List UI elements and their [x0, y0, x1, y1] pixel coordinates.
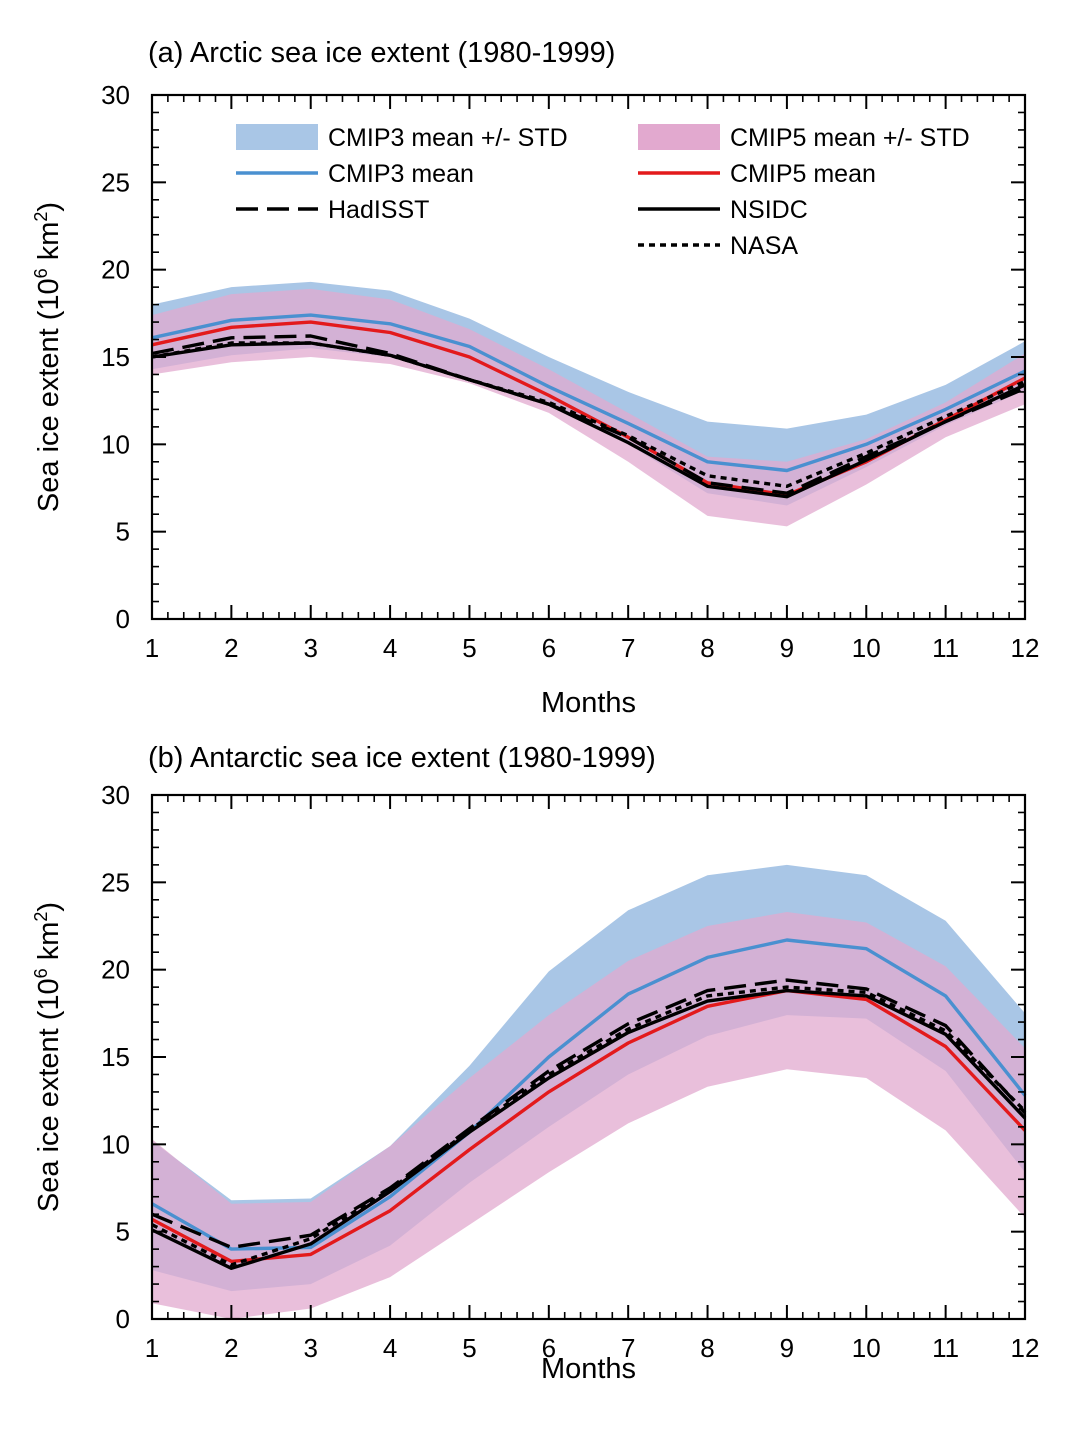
x-tick-label: 9 — [780, 1333, 794, 1363]
y-tick-label: 5 — [116, 517, 130, 547]
x-tick-label: 2 — [224, 633, 238, 663]
x-tick-label: 4 — [383, 633, 397, 663]
x-axis-label: Months — [541, 687, 636, 719]
band-cmip5 — [152, 912, 1025, 1319]
y-axis-label-part: ) — [33, 202, 65, 212]
x-tick-label: 7 — [621, 1333, 635, 1363]
y-tick-label: 15 — [101, 342, 130, 372]
y-tick-label: 25 — [101, 167, 130, 197]
x-tick-label: 10 — [852, 633, 881, 663]
y-axis-label-superscript: 6 — [31, 268, 51, 278]
legend-label: HadISST — [328, 196, 429, 224]
legend-label: NSIDC — [730, 196, 808, 224]
y-axis-label-part: km — [33, 222, 65, 269]
y-tick-label: 30 — [101, 80, 130, 110]
x-tick-label: 11 — [932, 1333, 959, 1363]
x-tick-label: 6 — [542, 633, 556, 663]
x-tick-label: 6 — [542, 1333, 556, 1363]
x-tick-label: 3 — [303, 1333, 317, 1363]
y-tick-label: 0 — [116, 1304, 130, 1334]
legend-label: CMIP3 mean +/- STD — [328, 124, 568, 152]
series-line-cmip5-mean — [151, 988, 1027, 1264]
y-axis-label-part: Sea ice extent (10 — [33, 978, 65, 1212]
x-tick-label: 12 — [1011, 633, 1040, 663]
legend-swatch-band — [236, 124, 318, 150]
x-tick-label: 1 — [145, 1333, 159, 1363]
y-tick-label: 0 — [116, 604, 130, 634]
legend-swatch-band — [638, 124, 720, 150]
chart-title: (a) Arctic sea ice extent (1980-1999) — [148, 37, 615, 69]
x-tick-label: 3 — [303, 633, 317, 663]
y-axis-label-part: ) — [33, 902, 65, 912]
x-tick-label: 8 — [700, 1333, 714, 1363]
x-tick-label: 8 — [700, 633, 714, 663]
legend: CMIP3 mean +/- STD CMIP3 mean HadISST CMIP5… — [236, 124, 970, 260]
x-tick-label: 9 — [780, 633, 794, 663]
legend-label: CMIP3 mean — [328, 160, 474, 188]
x-tick-label: 4 — [383, 1333, 397, 1363]
x-tick-label: 5 — [462, 633, 476, 663]
y-tick-label: 5 — [116, 1217, 130, 1247]
y-tick-label: 15 — [101, 1042, 130, 1072]
chart-title: (b) Antarctic sea ice extent (1980-1999) — [148, 742, 656, 774]
series-line-nsidc — [151, 988, 1027, 1271]
y-axis-label-superscript: 6 — [31, 968, 51, 978]
series-line-hadisst — [151, 334, 1026, 495]
y-tick-label: 25 — [101, 867, 130, 897]
series-line-hadisst — [151, 978, 1027, 1250]
x-tick-label: 11 — [932, 633, 959, 663]
series-line-nasa — [151, 985, 1027, 1267]
y-tick-label: 30 — [101, 780, 130, 810]
x-tick-label: 5 — [462, 1333, 476, 1363]
y-axis-label-superscript: 2 — [31, 912, 51, 922]
x-axis-label: Months — [541, 1353, 636, 1385]
x-tick-label: 12 — [1011, 1333, 1040, 1363]
y-tick-label: 10 — [101, 1129, 130, 1159]
series-line-nasa — [151, 341, 1026, 488]
x-tick-label: 10 — [852, 1333, 881, 1363]
legend-label: NASA — [730, 232, 798, 260]
y-axis-label: Sea ice extent (106 km2) — [31, 902, 65, 1212]
y-axis-label-part: km — [33, 922, 65, 969]
y-axis-label: Sea ice extent (106 km2) — [31, 202, 65, 512]
x-tick-label: 2 — [224, 1333, 238, 1363]
series-line-cmip3-mean — [151, 313, 1026, 473]
x-tick-label: 1 — [145, 633, 159, 663]
y-tick-label: 20 — [101, 255, 130, 285]
y-tick-label: 20 — [101, 955, 130, 985]
y-axis-label-superscript: 2 — [31, 212, 51, 222]
y-axis-label-part: Sea ice extent (10 — [33, 278, 65, 512]
legend-label: CMIP5 mean +/- STD — [730, 124, 970, 152]
legend-label: CMIP5 mean — [730, 160, 876, 188]
x-tick-label: 7 — [621, 633, 635, 663]
y-tick-label: 10 — [101, 429, 130, 459]
